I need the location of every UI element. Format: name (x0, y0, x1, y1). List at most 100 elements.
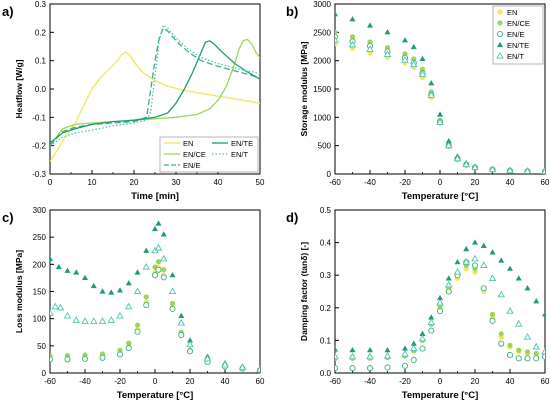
panel-3-ytick-label: 250 (33, 233, 47, 242)
panel-2-xtick-label: -20 (399, 178, 411, 187)
panel-2-ytick-label: 500 (318, 142, 332, 151)
panel-4-point-en-e (480, 285, 487, 292)
panel-1-series-en-te (50, 40, 260, 144)
panel-1-ytick-label: 0.1 (35, 57, 47, 66)
panel-4-point-en-te (428, 314, 435, 320)
panel-1-xtick-label: 30 (172, 178, 181, 187)
panel-2-xtick-label: -40 (364, 178, 376, 187)
panel-4-point-en-ce (507, 342, 513, 348)
panel-1-xtick-label: 50 (256, 178, 265, 187)
panel-4-point-en-ce (533, 350, 539, 357)
panel-4-point-en-te (454, 258, 461, 265)
panel-3-point-en-e (64, 356, 71, 363)
panel-4-point-en-te (498, 257, 505, 263)
panel-4-point-en-te (367, 346, 373, 353)
panel-4-label: d) (286, 210, 298, 225)
panel-3-xlabel: Temperature [°C] (117, 390, 193, 401)
panel-3-ytick-label: 150 (33, 288, 47, 297)
panel-4-point-en-e (335, 365, 339, 372)
panel-4-point-en-t (541, 347, 545, 355)
panel-3-point-en-t (154, 243, 163, 251)
panel-4-point-en-ce (524, 349, 531, 355)
panel-2-point-en-ce (349, 34, 356, 40)
panel-3-series-en-te (50, 220, 260, 371)
panel-4-point-en-e (401, 362, 409, 369)
panel-2-legend-marker (497, 41, 503, 48)
panel-3-point-en-t (159, 254, 168, 262)
panel-1-ytick-label: 0.0 (35, 85, 47, 94)
panel-2-point-en-te (445, 137, 452, 144)
panel-2-ytick-label: 2500 (313, 28, 331, 37)
panel-3-point-en-te (117, 287, 123, 293)
panel-2-point-en-t (444, 141, 453, 149)
panel-2-ytick-label: 3000 (313, 0, 331, 9)
panel-3-point-en-te (108, 289, 115, 295)
panel-2-label: b) (286, 4, 298, 19)
panel-2-xtick-label: 0 (438, 178, 443, 187)
panel-2-legend: EN EN/CE EN/E EN/TE EN/T (492, 5, 544, 65)
panel-2-xtick-label: 40 (506, 178, 515, 187)
panel-3-point-en-e (99, 354, 106, 361)
panel-4-point-en-te (533, 298, 540, 304)
panel-3-plot-area (50, 220, 260, 373)
panel-3-point-en-ce (169, 300, 176, 307)
panel-3-series-en-t (50, 243, 260, 373)
panel-1-legend-label: EN/CE (183, 150, 206, 159)
panel-3-point-en-ce (155, 259, 162, 265)
panel-1-legend-label: EN/TE (231, 139, 253, 148)
panel-3-point-en-t (238, 363, 247, 371)
panel-3-series-en-e (50, 266, 260, 373)
panel-2-legend-marker (496, 30, 504, 38)
panel-4-point-en-e (445, 288, 452, 295)
panel-3-point-en-e (50, 356, 54, 363)
panel-4-point-en-t (335, 352, 339, 360)
panel-2-plot-area (335, 11, 545, 174)
panel-4-point-en-te (542, 311, 545, 317)
panel-1-plot-area (50, 24, 260, 162)
panel-1-xlabel: Time [min] (131, 191, 179, 202)
panel-4-point-en-t (401, 349, 409, 357)
panel-1-legend-label: EN (183, 139, 193, 148)
panel-3-point-en-te (99, 288, 106, 294)
panel-2-point-en-t (541, 167, 545, 174)
panel-4-point-en-t (523, 333, 532, 340)
panel-2-point-en-t (383, 50, 392, 57)
panel-2-point-en-ce (335, 29, 338, 35)
panel-4-point-en-te (524, 285, 531, 291)
panel-4-point-en-te (410, 340, 417, 346)
panel-1-label: a) (2, 4, 14, 19)
panel-3-point-en-t (107, 316, 116, 323)
panel-3-point-en-t (89, 317, 98, 324)
panel-4-point-en-te (419, 330, 426, 336)
panel-3-point-en-t (51, 302, 60, 310)
panel-3-point-en-te (64, 267, 71, 273)
panel-3-point-en-t (256, 365, 260, 373)
panel-4-ytick-label: 0.2 (320, 304, 332, 313)
panel-3-ytick-label: 50 (37, 342, 46, 351)
panel-4-point-en-t (436, 298, 444, 306)
panel-4-point-en-t (453, 267, 462, 275)
panel-1-ylabel: Heatflow [W/g] (14, 59, 24, 118)
panel-2-point-en-t (436, 118, 444, 125)
panel-3-point-en-t (203, 354, 212, 362)
panel-1-ytick-label: -0.2 (32, 142, 46, 151)
panel-4-xtick-label: 20 (471, 377, 480, 386)
panel-4-point-en-t (479, 261, 488, 268)
panel-4-point-en-t (471, 254, 479, 262)
panel-2-point-en-te (384, 29, 391, 35)
panel-4-point-en-te (463, 245, 470, 252)
panel-3-point-en-te (55, 263, 62, 270)
panel-4-point-en-t (532, 342, 541, 350)
panel-4-point-en-e (541, 353, 545, 360)
panel-3-xtick-label: -60 (44, 377, 56, 386)
panel-3-xtick-label: 0 (153, 377, 158, 386)
panel-3-point-en-e (134, 328, 141, 335)
panel-3-point-en-te (143, 247, 150, 253)
panel-4-xtick-label: 40 (506, 377, 515, 386)
panel-4-point-en-t (348, 352, 357, 360)
panel-4-point-en-e (533, 355, 540, 362)
panel-4-xtick-label: -20 (399, 377, 411, 386)
panel-3-point-en-ce (161, 267, 167, 273)
panel-4-point-en-e (524, 355, 531, 362)
